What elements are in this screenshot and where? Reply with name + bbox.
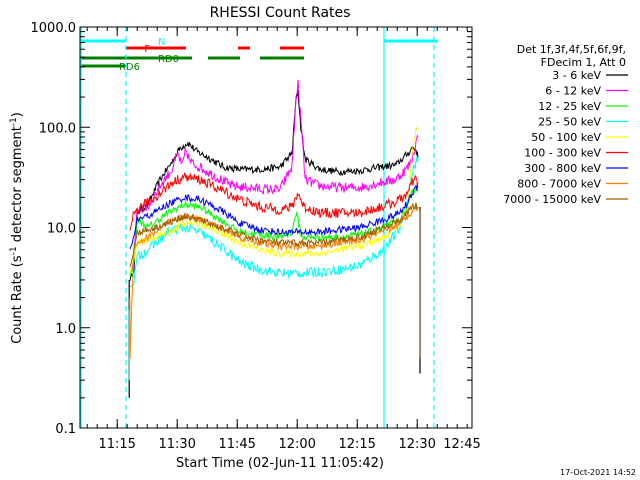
- x-tick-label: 12:30: [398, 437, 435, 452]
- series-line: [129, 204, 419, 359]
- chart-title: RHESSI Count Rates: [210, 5, 351, 21]
- legend-entry-label: 7000 - 15000 keV: [503, 193, 601, 206]
- footer-timestamp: 17-Oct-2021 14:52: [560, 468, 636, 477]
- flag-bars: NF RD0 RD6: [80, 37, 438, 73]
- flag-bar-label: N: [158, 37, 165, 48]
- plot-frame: [79, 26, 473, 429]
- x-tick-label: 11:15: [98, 437, 135, 452]
- y-tick-label: 0.1: [55, 422, 76, 437]
- x-tick-label: 11:45: [218, 437, 255, 452]
- flag-bar-label: RD0: [158, 54, 179, 65]
- legend-entry-label: 3 - 6 keV: [552, 69, 601, 82]
- legend-header-line2: FDecim 1, Att 0: [541, 56, 626, 69]
- y-axis-label-end: ): [10, 112, 25, 117]
- x-tick-label: 12:15: [338, 437, 375, 452]
- x-tick-label: 12:00: [278, 437, 315, 452]
- y-axis-ticks: 1000.0 100.0 10.0 1.0 0.1: [31, 21, 472, 437]
- y-tick-label: 100.0: [39, 121, 76, 136]
- series-lines: [128, 79, 421, 398]
- legend-entry-label: 25 - 50 keV: [538, 116, 601, 129]
- legend: Det 1f,3f,4f,5f,6f,9f, FDecim 1, Att 0 3…: [503, 43, 628, 206]
- series-line: [129, 79, 419, 274]
- legend-entry-label: 6 - 12 keV: [545, 85, 601, 98]
- y-tick-label: 1000.0: [31, 21, 77, 36]
- y-axis-label-sup1: -1: [9, 246, 19, 255]
- y-axis-label: Count Rate (s-1 detector segment-1): [9, 112, 25, 344]
- y-axis-label-mid: detector segment: [10, 126, 25, 246]
- legend-entry-label: 50 - 100 keV: [531, 131, 601, 144]
- y-tick-label: 10.0: [47, 222, 76, 237]
- series-line: [129, 90, 419, 281]
- legend-entry-label: 100 - 300 keV: [524, 147, 601, 160]
- legend-entry-label: 300 - 800 keV: [524, 162, 601, 175]
- flag-bar-label: RD6: [119, 62, 140, 73]
- x-axis-label: Start Time (02-Jun-11 11:05:42): [176, 456, 384, 471]
- x-tick-label: 12:45: [443, 437, 480, 452]
- y-axis-label-sup2: -1: [9, 117, 19, 126]
- y-axis-label-main: Count Rate (s: [10, 255, 25, 344]
- legend-header-line1: Det 1f,3f,4f,5f,6f,9f,: [517, 43, 626, 56]
- legend-entry-label: 800 - 7000 keV: [517, 178, 601, 191]
- flag-bar-label: F: [144, 44, 150, 55]
- series-line: [129, 156, 419, 290]
- legend-entry-label: 12 - 25 keV: [538, 100, 601, 113]
- series-line: [129, 202, 419, 268]
- series-line: [129, 187, 419, 277]
- series-line: [129, 172, 419, 231]
- series-line: [129, 183, 419, 250]
- y-tick-label: 1.0: [55, 322, 76, 337]
- x-axis-ticks: 11:15 11:30 11:45 12:00 12:15 12:30 12:45: [86, 27, 481, 452]
- x-tick-label: 11:30: [158, 437, 195, 452]
